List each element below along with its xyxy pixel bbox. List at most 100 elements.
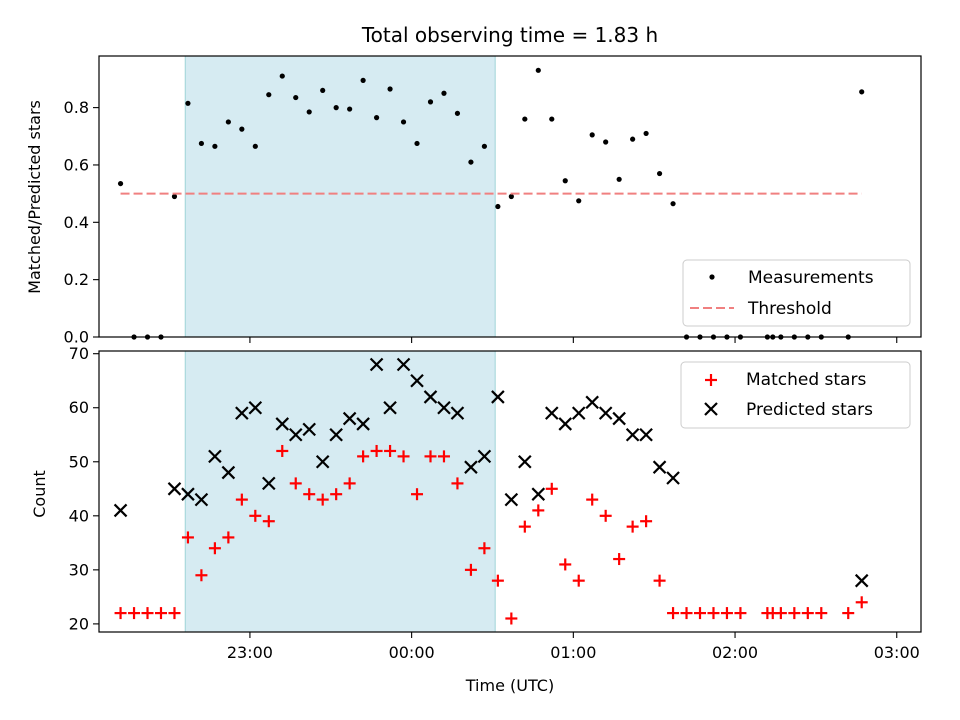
- matched-stars-point: [788, 607, 801, 620]
- matched-stars-point: [855, 596, 868, 609]
- bottom-y-ticks: 20 30 40 50 60 70: [69, 344, 99, 633]
- matched-stars-point: [694, 607, 707, 620]
- matched-stars-point: [411, 488, 424, 501]
- top-legend-box: [682, 259, 911, 327]
- measurement-point: [320, 87, 326, 94]
- top-panel: 0.00.20.40.60.8 Matched/Predicted stars …: [25, 55, 922, 347]
- predicted-stars-point: [194, 492, 209, 507]
- measurement-point: [171, 193, 178, 200]
- matched-stars-point: [653, 574, 666, 587]
- legend-matched-marker: [705, 374, 717, 386]
- y-tick-label: 40: [69, 506, 89, 525]
- top-x-ticks: [249, 337, 898, 343]
- matched-stars-point: [384, 444, 397, 457]
- predicted-stars-point: [167, 482, 182, 496]
- matched-stars-point: [815, 607, 828, 620]
- matched-stars-point: [249, 509, 262, 522]
- predicted-stars-point: [491, 390, 505, 404]
- bottom-legend-box: [680, 361, 911, 429]
- chart-title: Total observing time = 1.83 h: [361, 23, 658, 47]
- measurement-point: [576, 198, 582, 204]
- predicted-stars-point: [315, 455, 330, 469]
- matched-stars-point: [491, 574, 504, 587]
- matched-stars-point: [141, 607, 154, 620]
- measurement-point: [427, 99, 434, 105]
- matched-stars-point: [707, 607, 720, 620]
- predicted-stars-point: [571, 406, 586, 420]
- predicted-stars-point: [113, 503, 128, 518]
- bottom-observing-window-shade: [184, 350, 496, 633]
- bottom-panel: 20 30 40 50 60 70 23:00 00:00 01:00 02:00 03:00 C…: [30, 344, 922, 695]
- measurement-point: [522, 116, 528, 122]
- bottom-x-ticks: 23:00 00:00 01:00 02:00 03:00: [227, 632, 920, 662]
- x-tick-label: 03:00: [874, 643, 920, 662]
- x-tick-label: 01:00: [550, 643, 596, 662]
- matched-stars-point: [599, 509, 612, 522]
- matched-stars-point: [181, 531, 194, 544]
- top-y-axis-label: Matched/Predicted stars: [25, 100, 44, 294]
- predicted-stars-point: [558, 417, 573, 431]
- matched-stars-point: [505, 612, 518, 625]
- measurement-point: [859, 89, 865, 95]
- matched-stars-point: [532, 504, 545, 517]
- measurement-point: [266, 92, 272, 98]
- legend-measurements-label: Measurements: [748, 268, 874, 288]
- predicted-stars-point: [208, 449, 222, 464]
- matched-stars-point: [680, 607, 693, 620]
- y-tick-label: 50: [69, 452, 89, 471]
- measurement-point: [360, 77, 366, 83]
- measurement-point: [670, 201, 676, 207]
- predicted-stars-point: [410, 373, 424, 388]
- matched-stars-point: [518, 520, 531, 533]
- measurement-point: [347, 106, 353, 112]
- measurement-point: [441, 90, 447, 96]
- top-axes-frame: [98, 55, 922, 338]
- y-tick-label: 0.0: [64, 328, 89, 347]
- measurement-point: [293, 94, 299, 101]
- matched-stars-point: [222, 531, 235, 544]
- predicted-stars-point: [531, 487, 546, 501]
- predicted-stars-point: [612, 411, 626, 426]
- matched-stars-point: [262, 515, 275, 528]
- matched-stars-point: [343, 477, 356, 490]
- matched-stars-point: [235, 493, 248, 506]
- legend-matched-label: Matched stars: [746, 370, 866, 390]
- measurement-point: [562, 178, 568, 184]
- matched-stars-point: [114, 607, 127, 620]
- matched-stars-point: [464, 563, 477, 576]
- legend-measurements-marker: [709, 274, 715, 280]
- predicted-stars-point: [518, 455, 532, 469]
- matched-stars-point: [842, 607, 855, 620]
- predicted-stars-point: [275, 417, 290, 431]
- matched-stars-point: [168, 607, 181, 620]
- matched-stars-point: [640, 515, 653, 528]
- measurement-point: [306, 109, 312, 115]
- matched-stars-point: [626, 520, 639, 533]
- top-y-ticks: 0.0 0.2 0.4 0.6 0.8: [64, 98, 99, 347]
- measurement-point: [616, 176, 622, 182]
- matched-stars-point: [316, 493, 329, 506]
- measurement-point: [549, 116, 555, 122]
- matched-stars-point: [208, 542, 221, 555]
- x-tick-label: 02:00: [712, 643, 758, 662]
- predicted-stars-point: [288, 427, 303, 442]
- matched-stars-point: [720, 607, 733, 620]
- measurement-point: [643, 130, 649, 137]
- predicted-stars-point: [585, 395, 599, 410]
- measurement-point: [252, 143, 258, 149]
- matched-stars-point: [289, 477, 302, 490]
- x-axis-label: Time (UTC): [465, 676, 554, 695]
- predicted-stars-point: [329, 427, 343, 442]
- measurement-point: [373, 115, 380, 121]
- measurement-point: [117, 180, 124, 187]
- bottom-y-axis-label: Count: [30, 470, 49, 518]
- legend-predicted-label: Predicted stars: [746, 400, 873, 420]
- top-observing-window-shade: [184, 55, 496, 338]
- matched-stars-point: [667, 607, 680, 620]
- measurement-point: [239, 126, 245, 132]
- matched-stars-point: [734, 607, 747, 620]
- y-tick-label: 60: [69, 398, 89, 417]
- matched-stars-point: [128, 607, 141, 620]
- top-plot-marks: [117, 67, 865, 340]
- matched-stars-point: [586, 493, 599, 506]
